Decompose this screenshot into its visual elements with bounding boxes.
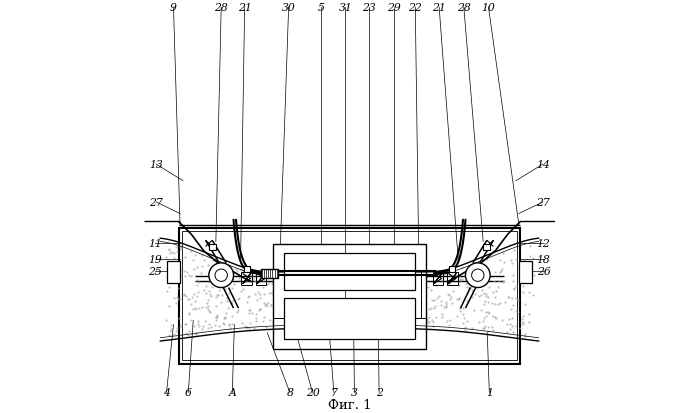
Bar xyxy=(182,232,517,361)
Text: 12: 12 xyxy=(537,239,551,249)
Text: 22: 22 xyxy=(408,3,422,13)
Bar xyxy=(166,261,180,284)
Text: 10: 10 xyxy=(482,3,496,13)
Text: 13: 13 xyxy=(150,160,163,170)
Text: 3: 3 xyxy=(351,387,358,397)
Text: Фиг. 1: Фиг. 1 xyxy=(328,398,371,411)
Text: 14: 14 xyxy=(536,160,549,170)
Circle shape xyxy=(472,269,484,282)
Bar xyxy=(447,273,458,285)
Text: 19: 19 xyxy=(148,254,162,264)
Bar xyxy=(273,245,426,349)
Bar xyxy=(256,273,266,285)
Text: 6: 6 xyxy=(185,387,192,397)
Bar xyxy=(179,228,520,364)
Text: 21: 21 xyxy=(238,3,252,13)
Text: 18: 18 xyxy=(537,254,551,264)
Bar xyxy=(284,253,415,290)
Text: 8: 8 xyxy=(287,387,294,397)
Circle shape xyxy=(215,269,227,282)
Bar xyxy=(209,245,216,250)
Bar xyxy=(483,245,490,250)
Text: 4: 4 xyxy=(163,387,170,397)
Text: 31: 31 xyxy=(338,3,352,13)
Text: 27: 27 xyxy=(536,197,549,207)
Text: 11: 11 xyxy=(148,239,162,249)
Text: 29: 29 xyxy=(387,3,401,13)
Bar xyxy=(433,273,443,285)
Text: 2: 2 xyxy=(375,387,382,397)
Text: 30: 30 xyxy=(282,3,296,13)
Bar xyxy=(241,273,252,285)
Text: 21: 21 xyxy=(432,3,446,13)
Circle shape xyxy=(209,263,233,288)
Text: 28: 28 xyxy=(457,3,470,13)
Bar xyxy=(519,261,533,284)
Circle shape xyxy=(466,263,490,288)
Text: 1: 1 xyxy=(486,387,493,397)
Text: 26: 26 xyxy=(537,266,551,276)
Text: 7: 7 xyxy=(331,387,338,397)
Text: A: A xyxy=(229,387,236,397)
Text: 28: 28 xyxy=(215,3,228,13)
Text: 27: 27 xyxy=(150,197,163,207)
Bar xyxy=(261,269,278,278)
Bar xyxy=(449,266,455,273)
Text: 25: 25 xyxy=(148,266,162,276)
Bar xyxy=(284,298,415,339)
Text: 5: 5 xyxy=(317,3,324,13)
Bar xyxy=(244,266,250,273)
Text: 9: 9 xyxy=(170,3,177,13)
Text: 20: 20 xyxy=(305,387,319,397)
Text: 23: 23 xyxy=(362,3,376,13)
